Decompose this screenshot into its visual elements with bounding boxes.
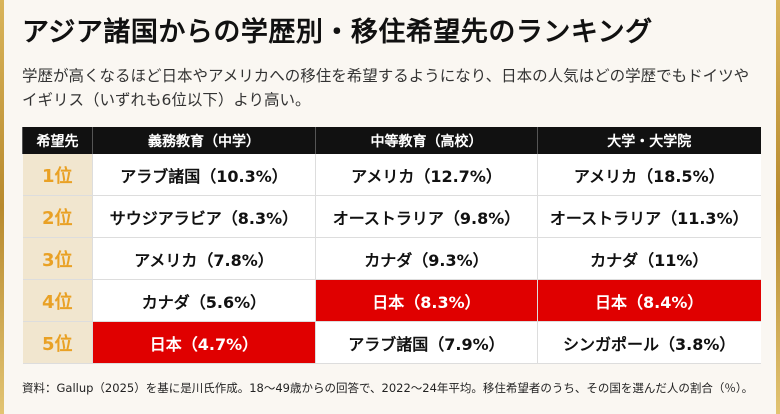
cell: オーストラリア（9.8%） — [315, 195, 538, 238]
rank-cell: 3位 — [22, 237, 93, 280]
cell: アラブ諸国（7.9%） — [315, 321, 538, 364]
title: アジア諸国からの学歴別・移住希望先のランキング — [22, 17, 653, 48]
row: 4位 カナダ（5.6%） 日本（8.3%） 日本（8.4%） — [22, 279, 761, 322]
row: 1位 アラブ諸国（10.3%） アメリカ（12.7%） アメリカ（18.5%） — [22, 154, 761, 196]
cell: カナダ（5.6%） — [92, 279, 316, 322]
cell: カナダ（11%） — [537, 237, 761, 280]
header-cell: 義務教育（中学） — [92, 127, 316, 154]
rank-cell: 2位 — [22, 195, 93, 238]
rank-cell: 5位 — [22, 321, 93, 364]
cell: シンガポール（3.8%） — [537, 321, 761, 364]
ranking-table: 希望先 義務教育（中学） 中等教育（高校） 大学・大学院 1位 アラブ諸国（10… — [22, 127, 761, 364]
row: 2位 サウジアラビア（8.3%） オーストラリア（9.8%） オーストラリア（1… — [22, 195, 761, 238]
cell: オーストラリア（11.3%） — [537, 195, 761, 238]
header-cell: 大学・大学院 — [537, 127, 761, 154]
edge-left — [0, 0, 4, 414]
cell: サウジアラビア（8.3%） — [92, 195, 316, 238]
cell: アメリカ（7.8%） — [92, 237, 316, 280]
rank-cell: 4位 — [22, 279, 93, 322]
source-note: 資料：Gallup（2025）を基に是川氏作成。18～49歳からの回答で、202… — [22, 381, 754, 395]
header-row: 希望先 義務教育（中学） 中等教育（高校） 大学・大学院 — [22, 127, 761, 154]
header-cell: 中等教育（高校） — [315, 127, 538, 154]
row: 3位 アメリカ（7.8%） カナダ（9.3%） カナダ（11%） — [22, 237, 761, 280]
highlight-cell: 日本（8.4%） — [537, 279, 761, 322]
cell: アメリカ（18.5%） — [537, 154, 761, 196]
header-cell: 希望先 — [22, 127, 93, 154]
highlight-cell: 日本（8.3%） — [315, 279, 538, 322]
edge-right — [776, 0, 780, 414]
cell: カナダ（9.3%） — [315, 237, 538, 280]
subtitle: 学歴が高くなるほど日本やアメリカへの移住を希望するようになり、日本の人気はどの学… — [22, 67, 750, 109]
cell: アメリカ（12.7%） — [315, 154, 538, 196]
rank-cell: 1位 — [22, 154, 93, 196]
highlight-cell: 日本（4.7%） — [92, 321, 316, 364]
row: 5位 日本（4.7%） アラブ諸国（7.9%） シンガポール（3.8%） — [22, 321, 761, 364]
cell: アラブ諸国（10.3%） — [92, 154, 316, 196]
